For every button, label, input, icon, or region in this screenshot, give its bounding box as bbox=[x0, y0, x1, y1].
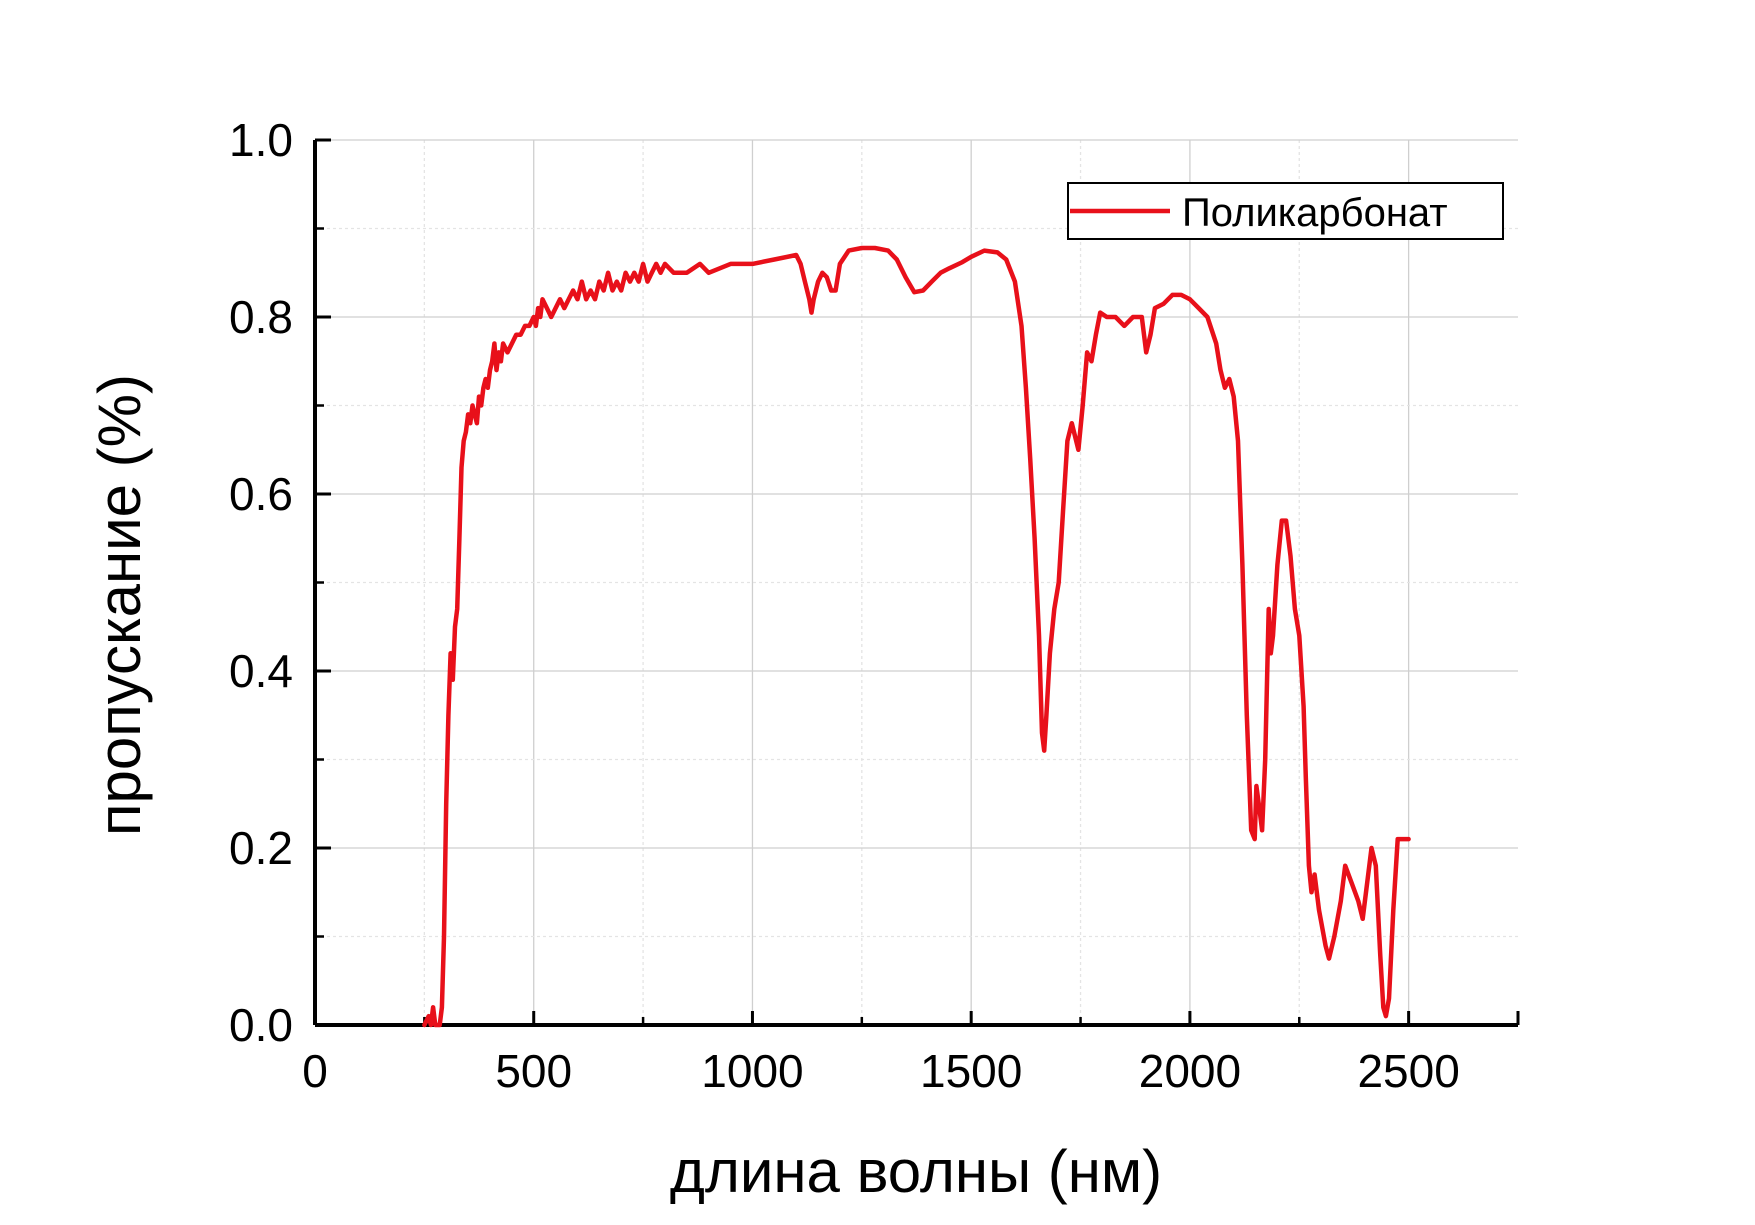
x-axis-title: длина волны (нм) bbox=[670, 1138, 1162, 1205]
ticks: 0 500 1000 1500 2000 2500 0.0 0.2 0.4 0.6 0.8 1.0 bbox=[229, 114, 1520, 1097]
y-tick-label: 1.0 bbox=[229, 114, 293, 166]
y-tick-label: 0.2 bbox=[229, 822, 293, 874]
x-tick-label: 1500 bbox=[920, 1045, 1022, 1097]
x-tick-label: 2500 bbox=[1357, 1045, 1459, 1097]
series bbox=[422, 245, 1411, 1028]
x-tick-label: 1000 bbox=[701, 1045, 803, 1097]
x-tick-label: 0 bbox=[302, 1045, 328, 1097]
x-tick-label: 2000 bbox=[1139, 1045, 1241, 1097]
y-tick-label: 0.6 bbox=[229, 468, 293, 520]
series-line bbox=[422, 245, 1411, 1028]
y-axis-title: пропускание (%) bbox=[86, 374, 153, 836]
grid bbox=[315, 139, 1518, 1025]
y-tick-label: 0.4 bbox=[229, 645, 293, 697]
legend-label: Поликарбонат bbox=[1182, 191, 1448, 235]
x-tick-label: 500 bbox=[495, 1045, 572, 1097]
legend: Поликарбонат bbox=[1067, 182, 1504, 240]
y-tick-label: 0.0 bbox=[229, 999, 293, 1051]
y-tick-label: 0.8 bbox=[229, 291, 293, 343]
